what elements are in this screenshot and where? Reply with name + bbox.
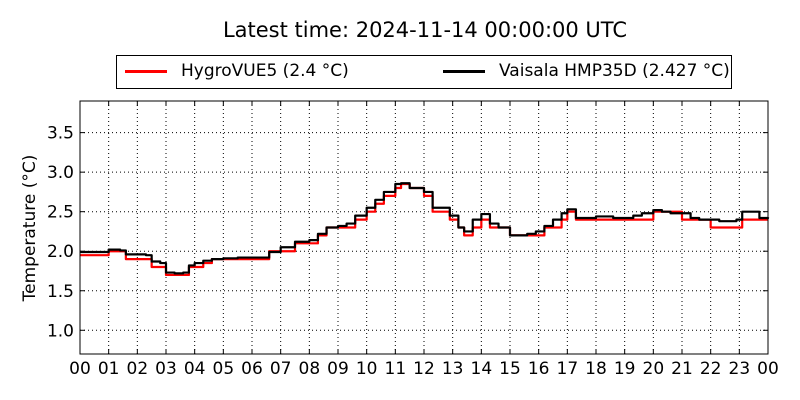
x-tick-label: 06 [241,359,263,379]
x-tick-label: 01 [98,359,120,379]
x-tick-label: 03 [155,359,177,379]
legend-swatch-hygrovue5 [125,69,167,73]
y-tick-label: 2.5 [47,203,74,223]
x-tick-label: 02 [127,359,149,379]
series-line-vaisala [80,182,770,275]
chart-title: Latest time: 2024-11-14 00:00:00 UTC [222,18,628,42]
series-line-hygrovue5 [80,182,768,277]
x-tick-label: 15 [499,359,521,379]
legend-label-hygrovue5: HygroVUE5 (2.4 °C) [181,61,349,81]
legend-swatch-vaisala [443,69,485,73]
x-tick-label: 08 [299,359,321,379]
y-tick-label: 3.5 [47,124,74,144]
x-tick-label: 21 [671,359,693,379]
x-tick-label: 09 [327,359,349,379]
x-tick-label: 10 [356,359,378,379]
y-tick-label: 2.0 [47,242,74,262]
y-tick-label: 3.0 [47,163,74,183]
legend-entry-hygrovue5: HygroVUE5 (2.4 °C) [125,61,349,81]
x-tick-label: 13 [442,359,464,379]
x-tick-label: 16 [528,359,550,379]
x-tick-label: 20 [643,359,665,379]
x-tick-label: 14 [471,359,493,379]
x-tick-label: 00 [757,359,779,379]
x-tick-label: 19 [614,359,636,379]
x-tick-label: 17 [557,359,579,379]
legend-entry-vaisala: Vaisala HMP35D (2.427 °C) [443,61,730,81]
x-tick-label: 05 [213,359,235,379]
x-tick-label: 04 [184,359,206,379]
x-tick-label: 23 [729,359,751,379]
y-tick-label: 1.0 [47,321,74,341]
x-tick-label: 22 [700,359,722,379]
x-tick-label: 11 [385,359,407,379]
x-tick-label: 07 [270,359,292,379]
x-tick-label: 18 [585,359,607,379]
legend-label-vaisala: Vaisala HMP35D (2.427 °C) [499,61,730,81]
x-tick-label: 12 [413,359,435,379]
plot-frame [79,100,769,355]
x-tick-label: 00 [69,359,91,379]
legend: HygroVUE5 (2.4 °C) Vaisala HMP35D (2.427… [116,55,732,89]
y-tick-label: 1.5 [47,282,74,302]
